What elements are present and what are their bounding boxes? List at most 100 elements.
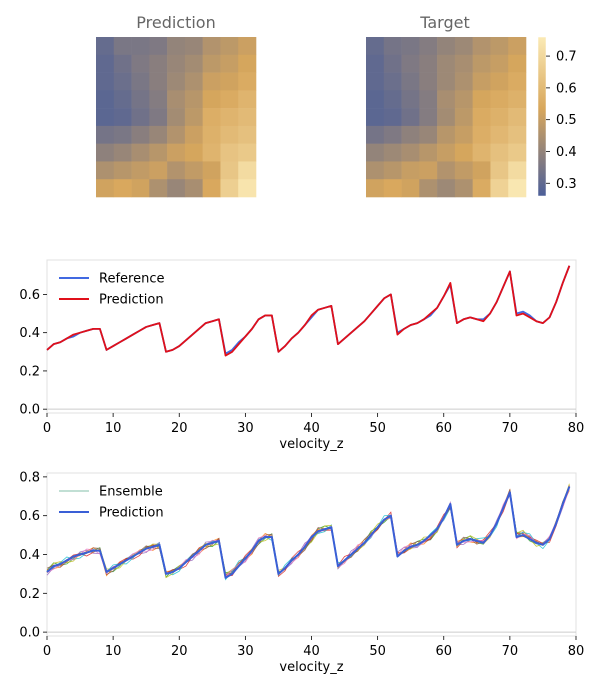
heatmap-cell: [454, 125, 473, 144]
target-heatmap-title: Target: [419, 13, 470, 32]
target-heatmap: [366, 37, 527, 198]
colorbar-tick-label: 0.7: [556, 50, 577, 65]
heatmap-cell: [220, 90, 239, 109]
legend-label: Prediction: [99, 506, 164, 521]
heatmap-cell: [184, 72, 203, 91]
heatmap-cell: [419, 179, 438, 198]
heatmap-cell: [508, 179, 527, 198]
heatmap-cell: [131, 90, 150, 109]
heatmap-cell: [366, 54, 385, 73]
heatmap-cell: [401, 54, 420, 73]
heatmap-cell: [490, 143, 509, 162]
heatmap-cell: [113, 161, 132, 180]
heatmap-cell: [366, 90, 385, 109]
y-tick-label: 0.2: [19, 587, 40, 602]
heatmap-cell: [220, 54, 239, 73]
heatmap-cell: [419, 108, 438, 127]
heatmap-cell: [184, 108, 203, 127]
heatmap-cell: [131, 179, 150, 198]
heatmap-cell: [490, 54, 509, 73]
heatmap-cell: [366, 37, 385, 56]
heatmap-cell: [184, 37, 203, 56]
heatmap-cell: [366, 179, 385, 198]
heatmap-cell: [383, 179, 402, 198]
heatmap-cell: [131, 108, 150, 127]
heatmap-cell: [238, 125, 257, 144]
heatmap-cell: [149, 179, 168, 198]
heatmap-cell: [454, 108, 473, 127]
heatmap-cell: [508, 37, 527, 56]
heatmap-cell: [113, 143, 132, 162]
heatmap-cell: [508, 161, 527, 180]
legend-label: Reference: [99, 272, 164, 287]
heatmap-cell: [238, 143, 257, 162]
heatmap-cell: [149, 90, 168, 109]
x-tick-label: 0: [43, 644, 51, 659]
heatmap-cell: [383, 161, 402, 180]
heatmap-cell: [401, 161, 420, 180]
heatmap-cell: [220, 72, 239, 91]
heatmap-cell: [419, 37, 438, 56]
heatmap-cell: [472, 54, 491, 73]
heatmap-cell: [366, 143, 385, 162]
heatmap-cell: [437, 108, 456, 127]
heatmap-cell: [220, 161, 239, 180]
heatmap-cell: [437, 125, 456, 144]
heatmap-cell: [149, 108, 168, 127]
heatmap-cell: [202, 108, 221, 127]
heatmap-cell: [220, 143, 239, 162]
y-tick-label: 0.4: [19, 326, 40, 341]
heatmap-cell: [149, 143, 168, 162]
heatmap-cell: [508, 54, 527, 73]
heatmap-cell: [238, 179, 257, 198]
heatmap-cell: [113, 108, 132, 127]
x-tick-label: 10: [105, 421, 122, 436]
heatmap-cell: [167, 179, 186, 198]
heatmap-cell: [113, 125, 132, 144]
y-tick-label: 0.2: [19, 364, 40, 379]
heatmap-cell: [490, 179, 509, 198]
y-tick-label: 0.4: [19, 548, 40, 563]
heatmap-cell: [167, 90, 186, 109]
heatmap-cell: [419, 143, 438, 162]
heatmap-cell: [454, 90, 473, 109]
heatmap-cell: [454, 37, 473, 56]
colorbar-ticks: 0.3 0.4 0.5 0.6 0.7: [537, 36, 577, 197]
ensemble-vs-prediction-chart: 0.0 0.2 0.4 0.6 0.8 0 10 20 30 40 50 60 70 80 velocity…: [19, 470, 584, 675]
heatmap-cell: [167, 125, 186, 144]
heatmap-cell: [96, 108, 115, 127]
heatmap-cell: [437, 37, 456, 56]
heatmap-cell: [131, 54, 150, 73]
heatmap-cell: [96, 161, 115, 180]
heatmap-cell: [472, 37, 491, 56]
heatmap-cell: [167, 108, 186, 127]
heatmap-cell: [472, 72, 491, 91]
heatmap-cell: [202, 54, 221, 73]
heatmap-cell: [454, 72, 473, 91]
heatmap-cell: [220, 108, 239, 127]
heatmap-cell: [202, 37, 221, 56]
prediction-heatmap-title: Prediction: [136, 13, 215, 32]
x-tick-label: 30: [237, 421, 254, 436]
heatmap-cell: [113, 37, 132, 56]
prediction-heatmap: [96, 37, 257, 198]
heatmap-cell: [184, 161, 203, 180]
heatmap-cell: [419, 161, 438, 180]
heatmap-cell: [437, 143, 456, 162]
heatmap-cell: [167, 161, 186, 180]
heatmap-cell: [419, 72, 438, 91]
heatmap-cell: [96, 37, 115, 56]
heatmap-cell: [149, 125, 168, 144]
heatmap-cell: [437, 179, 456, 198]
heatmap-cell: [113, 179, 132, 198]
heatmap-cell: [419, 125, 438, 144]
heatmap-cell: [508, 143, 527, 162]
x-tick-label: 70: [502, 644, 519, 659]
heatmap-cell: [202, 179, 221, 198]
heatmap-cell: [220, 37, 239, 56]
heatmap-cell: [238, 54, 257, 73]
prediction-series-line: [46, 265, 571, 357]
heatmap-cell: [383, 37, 402, 56]
heatmap-cell: [508, 108, 527, 127]
y-tick-label: 0.6: [19, 288, 40, 303]
